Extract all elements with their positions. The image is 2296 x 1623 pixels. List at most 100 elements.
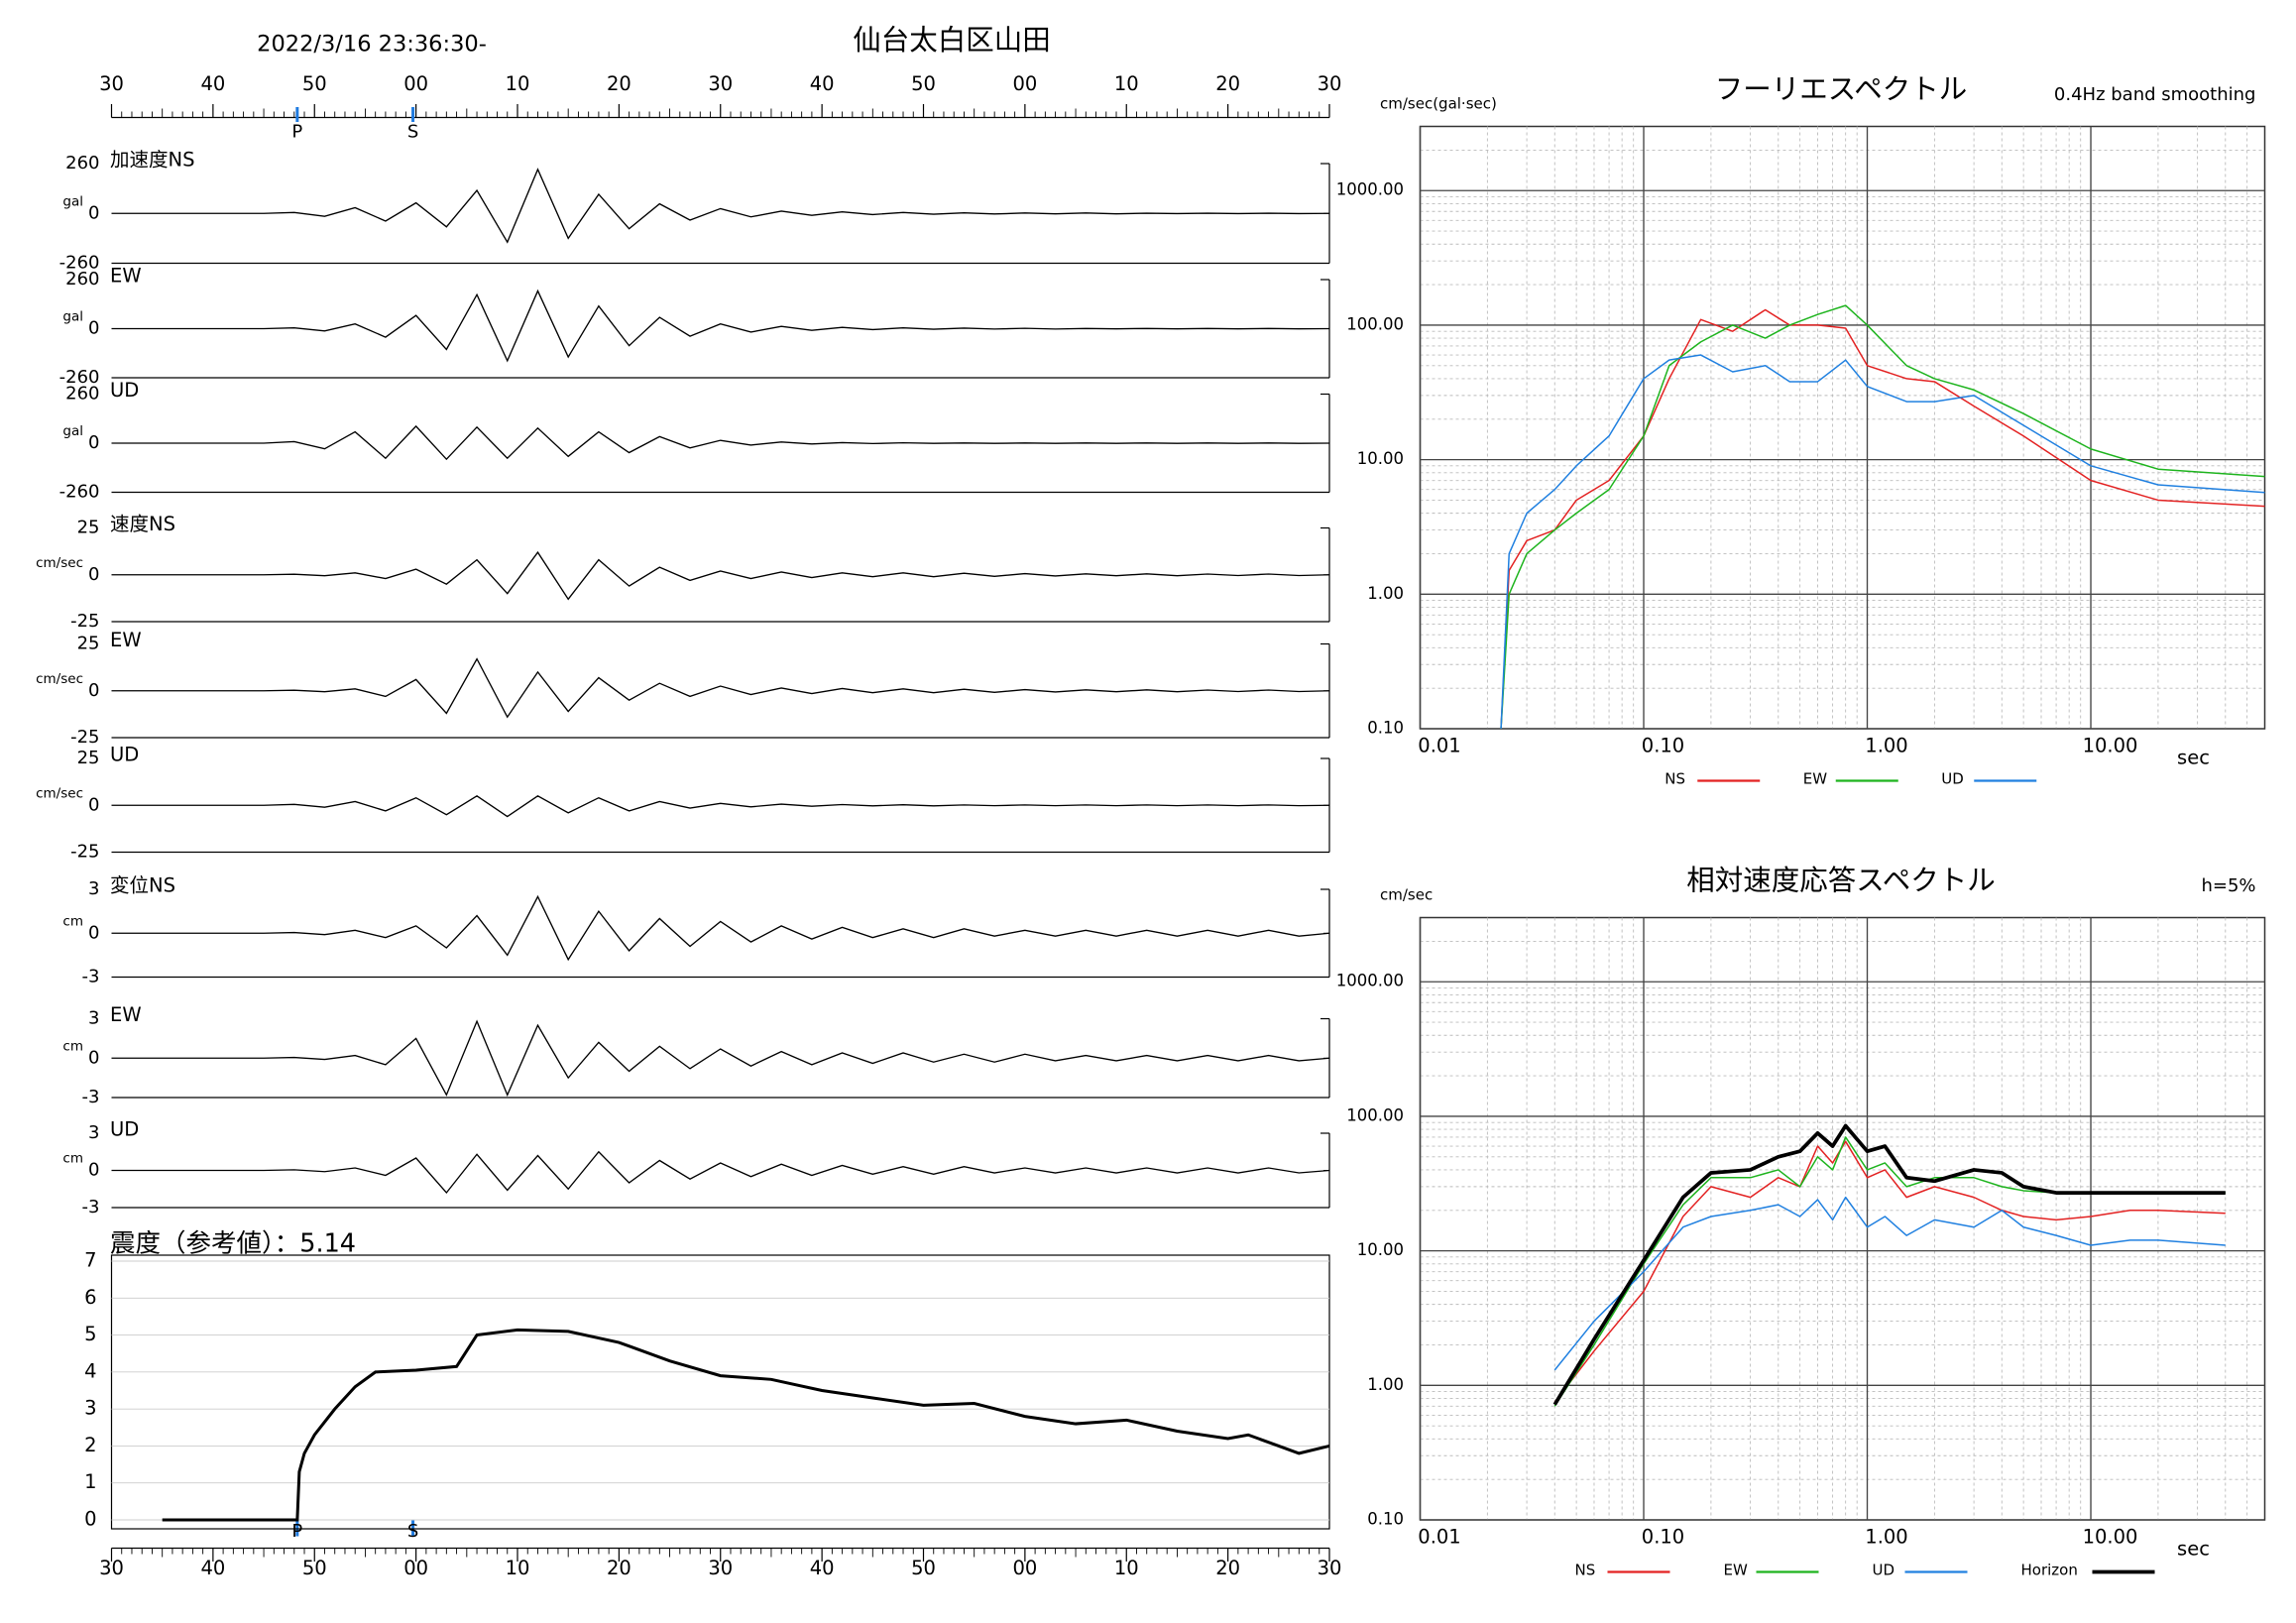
y-tick-label: -260: [59, 367, 100, 388]
trace-label: EW: [110, 1003, 142, 1026]
y-tick-label: 0.10: [1367, 1510, 1404, 1529]
y-tick-label: -260: [59, 253, 100, 274]
y-tick-label: -3: [82, 967, 100, 987]
chart-subtitle: h=5%: [2201, 875, 2255, 896]
unit-label: cm/sec: [36, 555, 83, 571]
y-tick-label: 1000.00: [1336, 180, 1404, 199]
time-tick-label: 10: [1114, 1557, 1139, 1579]
y-tick-label: 5: [84, 1323, 96, 1345]
trace-label: 加速度NS: [110, 149, 194, 172]
y-tick-label: 10.00: [1357, 1240, 1404, 1259]
y-tick-label: 25: [77, 748, 100, 768]
x-tick-label: 0.01: [1418, 735, 1460, 757]
trace-label: 変位NS: [110, 874, 175, 897]
legend-label: EW: [1724, 1562, 1748, 1579]
y-tick-label: 0: [88, 794, 99, 815]
time-tick-label: 30: [99, 1557, 124, 1579]
time-tick-label: 20: [1215, 1557, 1240, 1579]
time-tick-label: 30: [1318, 72, 1342, 95]
y-tick-label: -3: [82, 1087, 100, 1107]
y-tick-label: 260: [65, 153, 99, 174]
x-axis-label: sec: [2177, 1538, 2210, 1561]
y-tick-label: -25: [70, 842, 99, 863]
time-tick-label: 30: [708, 1557, 733, 1579]
trace-label: UD: [110, 744, 139, 766]
phase-label: S: [407, 122, 418, 143]
legend-label: EW: [1803, 770, 1827, 788]
chart-subtitle: 0.4Hz band smoothing: [2054, 84, 2256, 105]
waveform: [111, 1019, 1330, 1098]
legend-label: UD: [1873, 1562, 1895, 1579]
legend-label: NS: [1665, 770, 1685, 788]
time-tick-label: 00: [1012, 1557, 1037, 1579]
x-axis-label: sec: [2177, 747, 2210, 769]
time-tick-label: 10: [506, 1557, 530, 1579]
waveform: [111, 794, 1330, 818]
y-tick-label: 1000.00: [1336, 972, 1404, 990]
y-tick-label: 7: [84, 1249, 96, 1272]
legend-label: NS: [1575, 1562, 1596, 1579]
spectrum-line: [1552, 1123, 2226, 1406]
panel-frame: [110, 1254, 1330, 1530]
time-tick-label: 00: [403, 72, 428, 95]
y-tick-label: 0: [84, 1508, 96, 1531]
station-title: 仙台太白区山田: [853, 24, 1051, 57]
time-tick-label: 10: [506, 72, 530, 95]
trace-label: EW: [110, 265, 142, 288]
time-tick-label: 30: [708, 72, 733, 95]
x-tick-label: 0.10: [1642, 735, 1684, 757]
y-tick-label: 3: [84, 1397, 96, 1420]
time-tick-label: 20: [607, 1557, 631, 1579]
y-tick-label: 100.00: [1346, 1105, 1404, 1124]
time-tick-label: 40: [810, 1557, 835, 1579]
y-tick-label: 260: [65, 384, 99, 405]
legend-label: UD: [1941, 770, 1964, 788]
waveform: [111, 1150, 1330, 1195]
time-tick-label: 50: [911, 72, 936, 95]
waveform: [111, 657, 1330, 719]
y-tick-label: 3: [88, 1008, 99, 1029]
time-tick-label: 50: [302, 72, 327, 95]
unit-label: gal: [62, 309, 83, 325]
y-tick-label: 0: [88, 680, 99, 701]
y-tick-label: 0: [88, 1160, 99, 1181]
phase-label: S: [407, 1521, 418, 1542]
unit-label: cm: [62, 1151, 83, 1167]
y-tick-label: 6: [84, 1286, 96, 1309]
y-tick-label: 0.10: [1367, 719, 1404, 738]
y-tick-label: 2: [84, 1434, 96, 1456]
chart-title: 震度（参考値）：5.14: [110, 1229, 356, 1259]
time-tick-label: 50: [911, 1557, 936, 1579]
y-tick-label: 0: [88, 564, 99, 585]
y-tick-label: -25: [70, 611, 99, 632]
y-tick-label: 0: [88, 318, 99, 339]
spectrum-line: [1553, 1196, 2226, 1371]
y-tick-label: 1: [84, 1470, 96, 1493]
y-tick-label: 4: [84, 1359, 96, 1382]
trace-label: UD: [110, 1118, 139, 1141]
y-tick-label: -260: [59, 482, 100, 503]
unit-label: gal: [62, 193, 83, 209]
time-tick-label: 30: [1318, 1557, 1342, 1579]
phase-label: P: [291, 122, 302, 143]
time-tick-label: 20: [607, 72, 631, 95]
y-axis-label: cm/sec(gal·sec): [1380, 95, 1497, 113]
time-tick-label: 40: [200, 72, 225, 95]
time-tick-label: 00: [1012, 72, 1037, 95]
unit-label: cm: [62, 1038, 83, 1054]
time-tick-label: 10: [1114, 72, 1139, 95]
y-tick-label: 0: [88, 432, 99, 453]
spectrum-line: [1553, 1140, 2226, 1403]
y-tick-label: 260: [65, 269, 99, 290]
y-tick-label: 25: [77, 634, 100, 654]
y-tick-label: 1.00: [1367, 1375, 1404, 1394]
unit-label: gal: [62, 423, 83, 439]
chart-title: フーリエスペクトル: [1715, 73, 1968, 106]
trace-label: UD: [110, 379, 139, 402]
time-tick-label: 20: [1215, 72, 1240, 95]
y-axis-label: cm/sec: [1380, 886, 1433, 904]
x-tick-label: 0.01: [1418, 1526, 1460, 1549]
y-tick-label: -3: [82, 1197, 100, 1217]
